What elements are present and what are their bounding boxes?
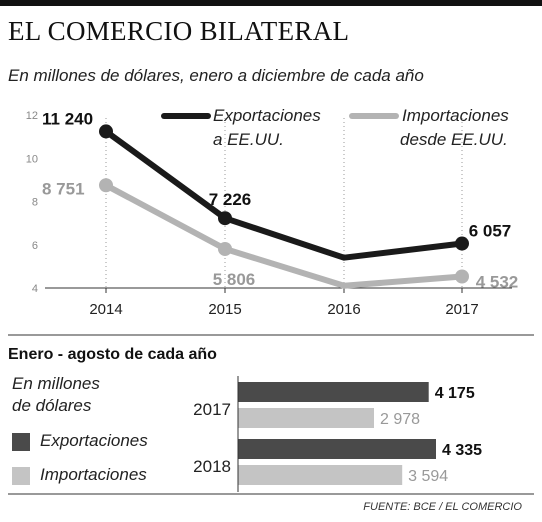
legend-exports-label: Exportaciones a EE.UU. [213,106,321,149]
imports-point [99,178,113,193]
legend-exports-text: Exportaciones [40,431,148,450]
exports-bar-label: 4 335 [442,442,482,459]
exports-point [218,211,232,226]
line-chart: 4 6 8 10 12 2014 2015 2016 2017 8 751 5 806 4 532 11… [26,109,519,318]
y-tick-label: 4 [32,283,38,295]
imports-line [103,182,465,289]
imports-point [218,241,232,256]
bar-category-label: 2017 [193,400,231,419]
exports-bar [238,382,429,402]
exports-data-label: 6 057 [469,222,512,241]
x-tick-label: 2017 [445,301,478,318]
imports-data-label: 8 751 [42,179,85,198]
y-tick-label: 12 [26,110,38,122]
imports-bar-label: 3 594 [408,468,448,485]
x-tick-label: 2014 [89,301,122,318]
legend-imports-swatch [12,467,30,485]
exports-bar [238,439,436,459]
x-tick-label: 2015 [208,301,241,318]
bar-section-title: Enero - agosto de cada año [8,346,217,363]
y-tick-label: 10 [26,153,38,165]
imports-data-label: 4 532 [476,272,519,291]
imports-bar-label: 2 978 [380,411,420,428]
y-tick-label: 8 [32,197,38,209]
legend-imports-label: Importaciones desde EE.UU. [400,106,509,149]
x-tick-label: 2016 [327,301,360,318]
legend-imports-text: Importaciones [40,465,147,484]
imports-point [455,269,469,284]
exports-point [455,236,469,251]
exports-line [103,128,465,261]
legend-exports-swatch [12,433,30,451]
imports-bar [238,408,374,428]
exports-point [99,124,113,139]
page-title: EL COMERCIO BILATERAL [8,16,350,46]
source-note: FUENTE: BCE / EL COMERCIO [363,501,522,513]
imports-bar [238,465,403,485]
bar-category-label: 2018 [193,457,231,476]
exports-bar-label: 4 175 [435,385,475,402]
exports-data-label: 11 240 [42,109,93,128]
page-subtitle: En millones de dólares, enero a diciembr… [8,66,424,85]
top-rule [0,0,542,6]
bar-unit-label: En millones de dólares [12,374,100,415]
exports-data-label: 7 226 [209,190,252,209]
imports-data-label: 5 806 [213,270,256,289]
y-tick-label: 6 [32,240,38,252]
